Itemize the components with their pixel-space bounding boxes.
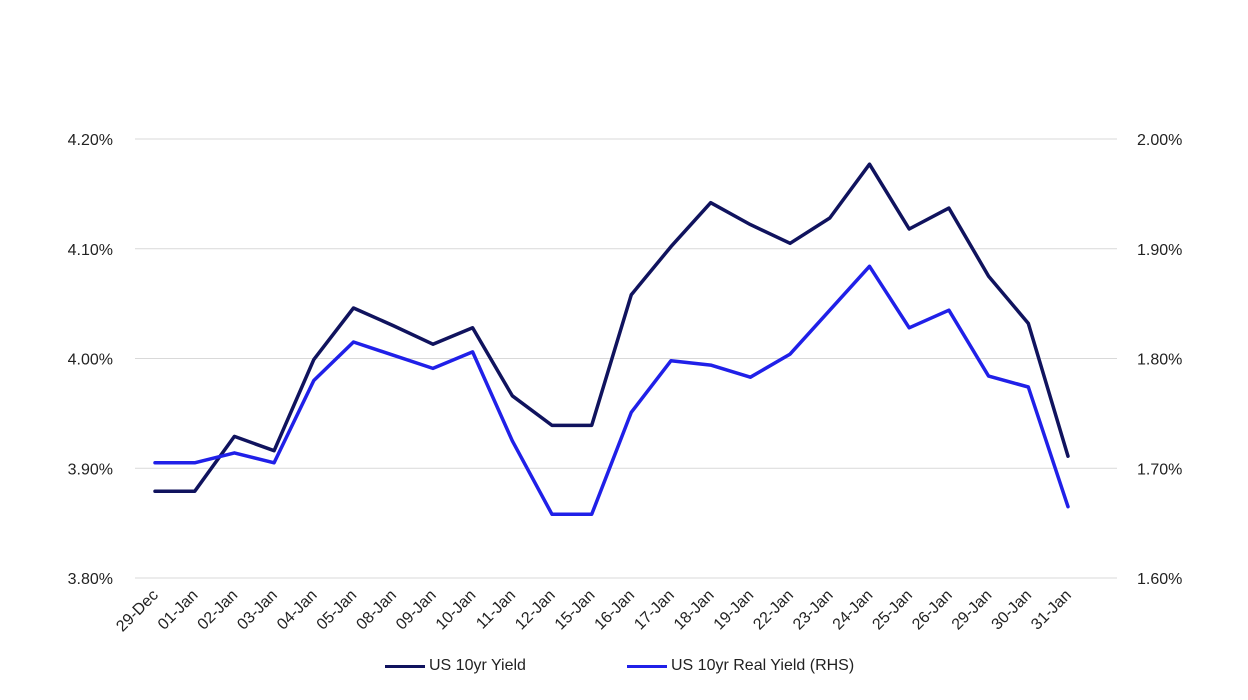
x-tick-label: 01-Jan — [155, 587, 202, 634]
y-left-tick-label: 4.10% — [68, 242, 113, 259]
x-tick-label: 29-Jan — [949, 587, 996, 634]
series-lines — [153, 162, 1070, 517]
y-right-tick-label: 2.00% — [1137, 132, 1182, 149]
x-axis: 29-Dec01-Jan02-Jan03-Jan04-Jan05-Jan08-J… — [113, 587, 1074, 635]
x-tick-label: 05-Jan — [314, 587, 361, 634]
x-tick-label: 29-Dec — [113, 587, 161, 635]
y-left-tick-label: 3.80% — [68, 571, 113, 588]
x-tick-label: 22-Jan — [750, 587, 797, 634]
x-tick-label: 31-Jan — [1028, 587, 1075, 634]
series-line-us-10yr-yield — [153, 162, 1070, 494]
x-tick-label: 11-Jan — [473, 587, 519, 633]
x-tick-label: 15-Jan — [552, 587, 599, 634]
legend: US 10yr Yield US 10yr Real Yield (RHS) — [0, 657, 1248, 681]
x-tick-label: 26-Jan — [909, 587, 956, 634]
y-left-tick-label: 4.00% — [68, 352, 113, 369]
x-tick-label: 10-Jan — [433, 587, 480, 634]
y-right-tick-label: 1.60% — [1137, 571, 1182, 588]
x-tick-label: 08-Jan — [353, 587, 400, 634]
y-axis-left: 3.80% 3.90% 4.00% 4.10% 4.20% — [68, 132, 113, 588]
y-axis-right: 1.60% 1.70% 1.80% 1.90% 2.00% — [1137, 132, 1182, 588]
legend-label: US 10yr Yield — [429, 657, 526, 674]
x-tick-label: 17-Jan — [631, 587, 678, 634]
x-tick-label: 25-Jan — [869, 587, 916, 634]
x-tick-label: 12-Jan — [512, 587, 559, 634]
legend-item-us-10yr-yield: US 10yr Yield — [385, 657, 526, 675]
y-right-tick-label: 1.80% — [1137, 352, 1182, 369]
x-tick-label: 19-Jan — [711, 587, 758, 634]
x-tick-label: 09-Jan — [393, 587, 440, 634]
x-tick-label: 30-Jan — [989, 587, 1036, 634]
x-tick-label: 23-Jan — [790, 587, 837, 634]
y-right-tick-label: 1.70% — [1137, 461, 1182, 478]
x-tick-label: 24-Jan — [830, 587, 877, 634]
x-tick-label: 16-Jan — [592, 587, 639, 634]
y-left-tick-label: 3.90% — [68, 461, 113, 478]
x-tick-label: 02-Jan — [195, 587, 242, 634]
legend-swatch — [627, 664, 667, 668]
legend-label: US 10yr Real Yield (RHS) — [671, 657, 855, 674]
legend-swatch — [385, 664, 425, 668]
series-line-us-10yr-real-yield-rhs — [153, 264, 1070, 517]
x-tick-label: 04-Jan — [274, 587, 321, 634]
x-tick-label: 03-Jan — [234, 587, 281, 634]
gridlines — [135, 138, 1117, 579]
y-left-tick-label: 4.20% — [68, 132, 113, 149]
y-right-tick-label: 1.90% — [1137, 242, 1182, 259]
legend-item-us-10yr-real-yield: US 10yr Real Yield (RHS) — [627, 657, 854, 675]
x-tick-label: 18-Jan — [671, 587, 718, 634]
